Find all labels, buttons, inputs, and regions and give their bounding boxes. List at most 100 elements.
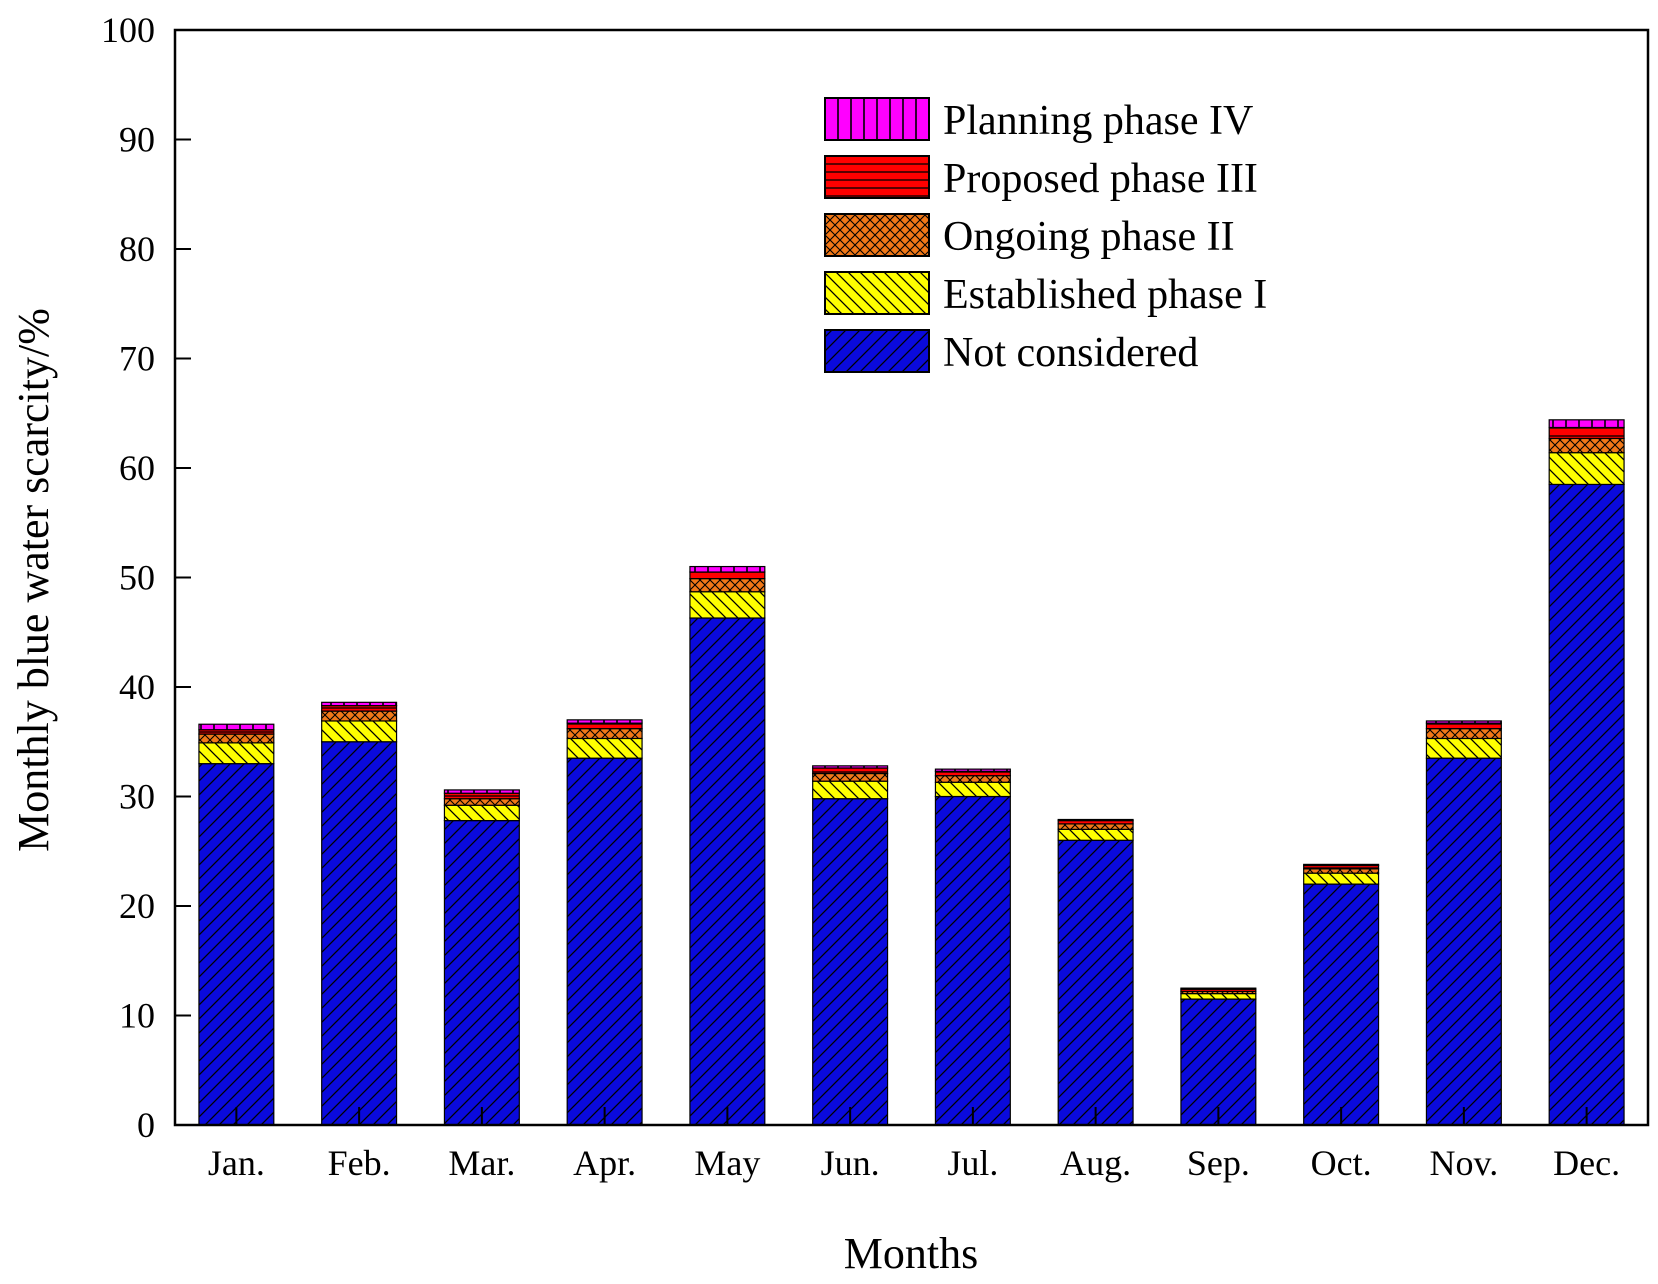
bar-feb-ongoing-phase-ii [321,710,398,722]
x-tick-label-oct: Oct. [1311,1143,1372,1183]
y-axis-title: Monthly blue water scarcity/% [9,308,58,852]
x-tick-label-sep: Sep. [1187,1143,1250,1183]
legend-label: Established phase I [943,272,1267,318]
bar-oct-not-considered [1303,883,1380,1126]
bar-may-established-phase-i [689,591,766,619]
y-tick-label-70: 70 [119,339,155,379]
x-tick-label-may: May [694,1143,760,1183]
bar-nov-ongoing-phase-ii-hatch [1425,728,1502,740]
x-tick-label-apr: Apr. [573,1143,636,1183]
bar-jan-ongoing-phase-ii [198,733,275,744]
bar-may-ongoing-phase-ii [689,577,766,593]
bar-jan-ongoing-phase-ii-hatch [198,733,275,744]
bar-oct-planning-phase-iv [1303,863,1380,867]
bar-dec-established-phase-i [1548,452,1625,486]
legend-swatch-hatch [824,271,930,315]
bar-oct-established-phase-i-hatch [1303,872,1380,885]
bar-jan-planning-phase-iv [198,723,275,731]
bar-mar-planning-phase-iv [443,789,520,794]
bar-oct-established-phase-i [1303,872,1380,885]
axes-layer: Jan. Feb. Mar. Apr. May Jun. Jul. Aug. Sep. Oct. N… [101,10,1650,1183]
bar-apr-ongoing-phase-ii-hatch [566,728,643,740]
bar-mar-planning-phase-iv-hatch [443,789,520,794]
bar-mar-established-phase-i [443,804,520,822]
bar-aug-not-considered [1057,839,1134,1126]
bar-dec-planning-phase-iv-hatch [1548,419,1625,429]
x-tick-label-feb: Feb. [328,1143,391,1183]
bar-jun-ongoing-phase-ii [812,772,889,782]
bar-sep-established-phase-i [1180,992,1257,1000]
bar-dec-proposed-phase-iii-hatch [1548,426,1625,440]
y-tick-label-30: 30 [119,777,155,817]
legend-label: Ongoing phase II [943,214,1235,260]
y-tick-label-100: 100 [101,10,155,50]
bar-nov-proposed-phase-iii [1425,722,1502,730]
bar-jan-proposed-phase-iii-hatch [198,729,275,735]
bar-feb-planning-phase-iv-hatch [321,701,398,707]
bar-aug-ongoing-phase-ii [1057,823,1134,830]
legend-item-proposed-phase-iii: Proposed phase III [824,155,1258,202]
bar-jul-not-considered-hatch [934,795,1011,1126]
bar-dec-proposed-phase-iii [1548,426,1625,440]
bar-nov-proposed-phase-iii-hatch [1425,722,1502,730]
bar-aug-ongoing-phase-ii-hatch [1057,823,1134,830]
y-tick-label-60: 60 [119,448,155,488]
bar-nov-established-phase-i-hatch [1425,737,1502,759]
bar-mar-ongoing-phase-ii-hatch [443,798,520,806]
bar-mar-proposed-phase-iii-hatch [443,792,520,800]
legend: Planning phase IV Proposed phase III Ongoi… [824,97,1267,376]
bar-jul-established-phase-i [934,781,1011,798]
bar-sep-planning-phase-iv-hatch [1180,987,1257,990]
legend-item-established-phase-i: Established phase I [824,271,1267,318]
bar-nov-ongoing-phase-ii [1425,728,1502,740]
bar-may-not-considered-hatch [689,617,766,1126]
bar-jan-established-phase-i-hatch [198,742,275,765]
bar-jun-planning-phase-iv-hatch [812,765,889,769]
bar-jun-planning-phase-iv [812,765,889,769]
x-tick-label-aug: Aug. [1060,1143,1131,1183]
bar-aug-established-phase-i-hatch [1057,828,1134,841]
bar-jul-ongoing-phase-ii [934,775,1011,783]
bar-jan-planning-phase-iv-hatch [198,723,275,731]
bar-apr-ongoing-phase-ii [566,728,643,740]
bar-jul-ongoing-phase-ii-hatch [934,775,1011,783]
bar-mar-established-phase-i-hatch [443,804,520,822]
y-tick-label-20: 20 [119,886,155,926]
bar-feb-established-phase-i-hatch [321,720,398,743]
bar-feb-not-considered [321,741,398,1126]
bar-dec-ongoing-phase-ii [1548,437,1625,454]
x-axis-title: Months [844,1229,978,1278]
bars-layer [198,419,1625,1126]
bar-jun-ongoing-phase-ii-hatch [812,772,889,782]
legend-label: Planning phase IV [943,98,1253,144]
bar-dec-ongoing-phase-ii-hatch [1548,437,1625,454]
bar-apr-proposed-phase-iii-hatch [566,722,643,730]
bar-feb-planning-phase-iv [321,701,398,707]
y-tick-label-10: 10 [119,996,155,1036]
bar-jan-proposed-phase-iii [198,729,275,735]
bar-sep-planning-phase-iv [1180,987,1257,990]
bar-jun-established-phase-i-hatch [812,780,889,800]
y-tick-label-0: 0 [137,1105,155,1145]
bar-feb-proposed-phase-iii-hatch [321,705,398,712]
y-tick-label-80: 80 [119,229,155,269]
bar-apr-planning-phase-iv-hatch [566,719,643,724]
bar-apr-not-considered-hatch [566,757,643,1126]
bar-jul-established-phase-i-hatch [934,781,1011,798]
x-tick-label-nov: Nov. [1430,1143,1499,1183]
bar-jul-not-considered [934,795,1011,1126]
legend-swatch-hatch [824,329,930,373]
bar-dec-not-considered [1548,483,1625,1126]
bar-jun-established-phase-i [812,780,889,800]
bar-apr-not-considered [566,757,643,1126]
bar-jul-proposed-phase-iii [934,770,1011,777]
legend-label: Proposed phase III [943,156,1258,202]
bar-mar-not-considered [443,819,520,1126]
bar-dec-planning-phase-iv [1548,419,1625,429]
bar-oct-ongoing-phase-ii [1303,868,1380,874]
bar-aug-not-considered-hatch [1057,839,1134,1126]
bar-may-established-phase-i-hatch [689,591,766,619]
bar-dec-not-considered-hatch [1548,483,1625,1126]
legend-item-ongoing-phase-ii: Ongoing phase II [824,213,1235,260]
